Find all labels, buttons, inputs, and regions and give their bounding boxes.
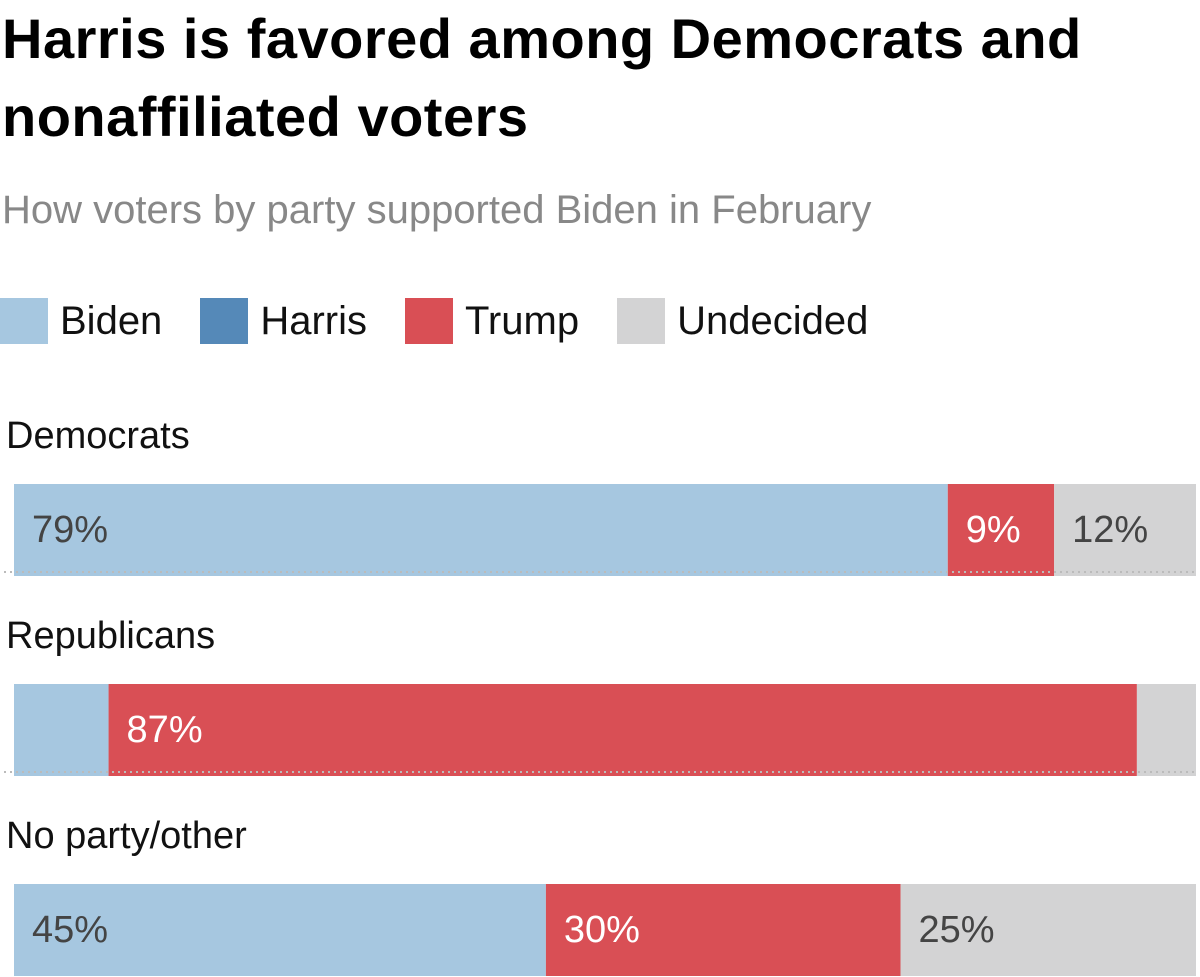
value-label: 12% [1072, 509, 1148, 551]
legend-label: Undecided [677, 298, 869, 343]
legend-swatch [617, 298, 666, 344]
value-label: 30% [564, 909, 640, 951]
bar-segment [900, 884, 1196, 976]
legend-swatch [0, 298, 48, 344]
value-label: 45% [32, 909, 108, 951]
category-label: Democrats [6, 415, 190, 457]
legend-swatch [200, 298, 249, 344]
bar-segment [108, 684, 1137, 776]
legend-label: Biden [60, 298, 163, 343]
bar-segment [1054, 484, 1196, 576]
legend-item: Biden [0, 298, 162, 344]
legend-label: Harris [260, 298, 367, 343]
value-label: 25% [919, 909, 995, 951]
bar-segment [947, 484, 1055, 576]
bar-segment [14, 684, 109, 776]
legend-item: Trump [404, 298, 580, 344]
legend-label: Trump [464, 298, 580, 343]
bar-segment [1136, 684, 1196, 776]
chart-title: Harris is favored among Democrats and no… [2, 7, 1082, 148]
legend-item: Undecided [617, 298, 868, 344]
value-label: 79% [32, 509, 108, 551]
bar-segment [545, 884, 901, 976]
chart-subtitle: How voters by party supported Biden in F… [2, 188, 872, 232]
category-label: No party/other [6, 815, 247, 857]
legend-item: Harris [200, 298, 367, 344]
value-label: 9% [966, 509, 1021, 551]
category-label: Republicans [6, 615, 215, 657]
legend-swatch [404, 298, 453, 344]
bar-segment [14, 884, 546, 976]
legend: Biden Harris Trump Undecided [0, 298, 868, 344]
value-label: 87% [127, 709, 203, 751]
bar-segment [14, 484, 948, 576]
